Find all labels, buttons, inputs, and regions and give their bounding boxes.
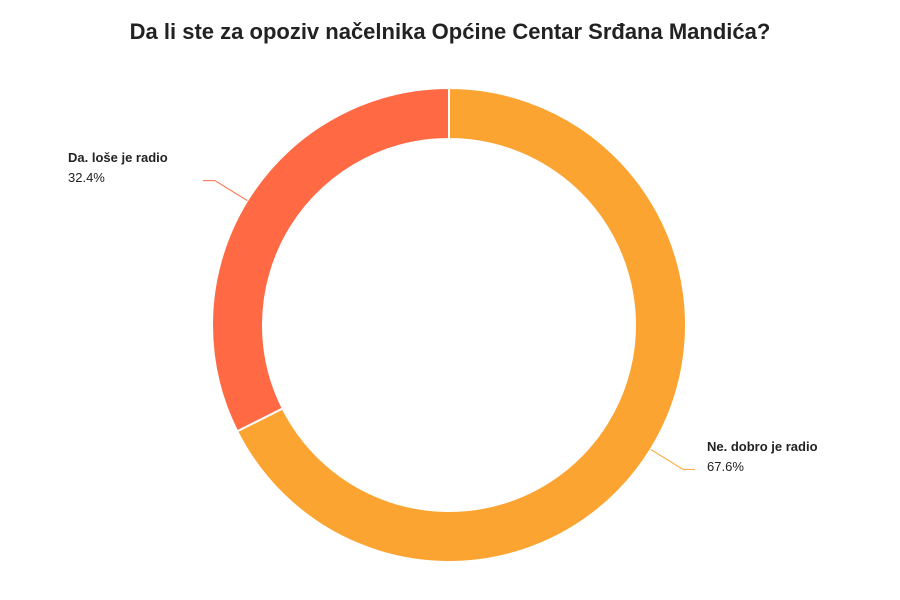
leader-line: [202, 180, 248, 201]
slice-value: 32.4%: [68, 170, 105, 185]
donut-slice: [211, 86, 450, 433]
leader-line: [650, 449, 696, 470]
donut-slice: [235, 86, 687, 563]
chart-title: Da li ste za opoziv načelnika Općine Cen…: [130, 19, 771, 44]
slice-label: Da. loše je radio: [68, 150, 168, 165]
slice-label: Ne. dobro je radio: [707, 439, 818, 454]
slice-value: 67.6%: [707, 459, 744, 474]
